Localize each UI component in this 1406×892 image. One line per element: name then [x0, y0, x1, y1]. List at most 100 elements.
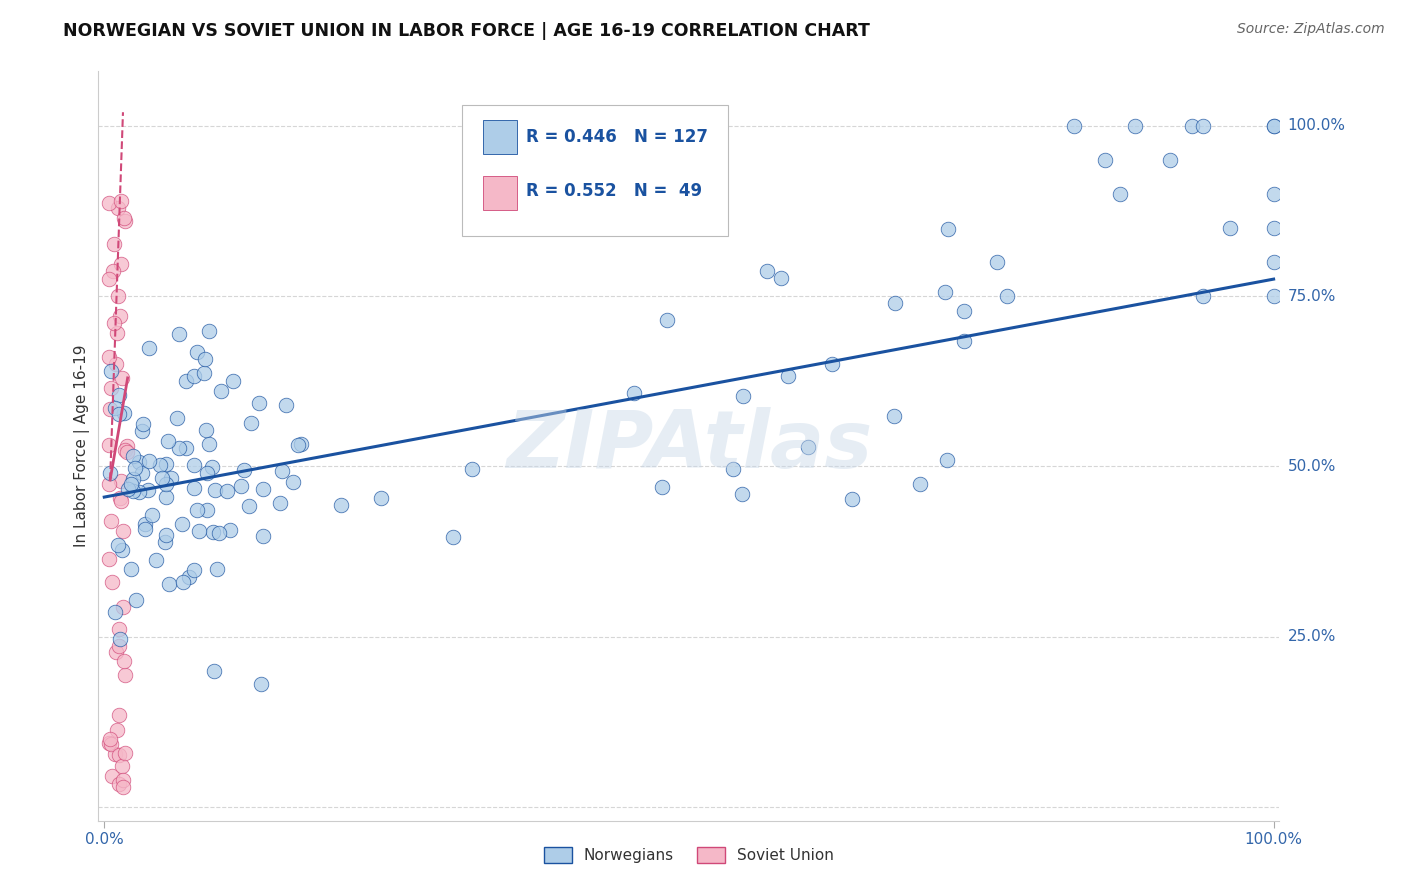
- Point: [98, 552, 121, 566]
- Point: [110, 475, 132, 489]
- Point: [215, 484, 238, 499]
- Point: [201, 459, 224, 474]
- Point: [160, 471, 183, 485]
- Point: [107, 747, 129, 762]
- Point: [108, 708, 131, 723]
- Point: [952, 334, 974, 348]
- Point: [110, 491, 132, 505]
- Point: [623, 386, 645, 401]
- Point: [100, 364, 122, 378]
- Point: [183, 563, 205, 577]
- Point: [238, 499, 260, 513]
- Point: [114, 442, 136, 457]
- Y-axis label: In Labor Force | Age 16-19: In Labor Force | Age 16-19: [75, 344, 90, 548]
- Point: [884, 296, 907, 310]
- Point: [125, 592, 148, 607]
- Point: [103, 316, 125, 330]
- Point: [100, 382, 122, 396]
- Point: [100, 769, 122, 783]
- Point: [269, 496, 291, 510]
- Point: [136, 483, 159, 498]
- Text: ZIPAtlas: ZIPAtlas: [506, 407, 872, 485]
- Point: [97, 196, 120, 211]
- FancyBboxPatch shape: [484, 120, 516, 153]
- Point: [1181, 119, 1204, 133]
- Point: [138, 342, 160, 356]
- Point: [103, 263, 125, 277]
- Point: [111, 542, 134, 557]
- Point: [176, 374, 198, 388]
- Point: [186, 503, 208, 517]
- Point: [98, 351, 121, 365]
- Point: [100, 731, 122, 746]
- Point: [1125, 119, 1147, 133]
- Point: [883, 409, 905, 423]
- Point: [112, 524, 135, 539]
- Point: [105, 358, 128, 372]
- Point: [107, 777, 129, 791]
- Point: [1263, 289, 1285, 303]
- Text: 100.0%: 100.0%: [1288, 119, 1346, 133]
- Point: [208, 525, 231, 540]
- Point: [183, 369, 205, 384]
- Point: [120, 477, 142, 491]
- Point: [155, 490, 177, 504]
- Point: [198, 437, 221, 451]
- Point: [155, 527, 177, 541]
- Point: [112, 654, 135, 668]
- Point: [1192, 119, 1215, 133]
- Point: [157, 434, 180, 449]
- Point: [910, 476, 932, 491]
- Point: [108, 622, 131, 636]
- Point: [183, 481, 205, 495]
- Point: [117, 483, 139, 497]
- Point: [1219, 221, 1241, 235]
- Point: [107, 289, 129, 303]
- Point: [1263, 119, 1285, 133]
- Point: [229, 479, 252, 493]
- Point: [841, 491, 863, 506]
- Point: [1263, 221, 1285, 235]
- Point: [441, 530, 464, 544]
- Point: [1263, 186, 1285, 201]
- Point: [155, 476, 177, 491]
- Point: [198, 324, 221, 338]
- Point: [134, 516, 156, 531]
- Point: [1263, 255, 1285, 269]
- Point: [104, 401, 127, 415]
- Point: [796, 440, 818, 454]
- Point: [167, 441, 190, 455]
- Point: [188, 524, 211, 538]
- Point: [240, 416, 263, 430]
- Point: [145, 553, 167, 567]
- Point: [936, 452, 959, 467]
- FancyBboxPatch shape: [463, 105, 728, 236]
- Point: [1109, 186, 1132, 201]
- Point: [953, 303, 976, 318]
- Point: [105, 723, 128, 737]
- Point: [252, 529, 274, 543]
- Point: [252, 483, 274, 497]
- Text: Source: ZipAtlas.com: Source: ZipAtlas.com: [1237, 22, 1385, 37]
- Point: [141, 508, 163, 523]
- Point: [112, 780, 135, 794]
- Point: [107, 407, 129, 421]
- Point: [769, 270, 792, 285]
- Point: [112, 211, 135, 225]
- Point: [290, 437, 312, 451]
- Point: [172, 575, 194, 590]
- Text: R = 0.446   N = 127: R = 0.446 N = 127: [526, 128, 709, 145]
- Point: [1159, 153, 1181, 167]
- Point: [723, 461, 745, 475]
- Point: [114, 214, 136, 228]
- Point: [104, 645, 127, 659]
- Point: [98, 438, 121, 452]
- Point: [197, 503, 219, 517]
- Point: [100, 737, 122, 751]
- Point: [112, 600, 135, 615]
- Point: [1063, 119, 1085, 133]
- Point: [128, 455, 150, 469]
- Point: [114, 668, 136, 682]
- Point: [112, 406, 135, 420]
- Point: [107, 539, 129, 553]
